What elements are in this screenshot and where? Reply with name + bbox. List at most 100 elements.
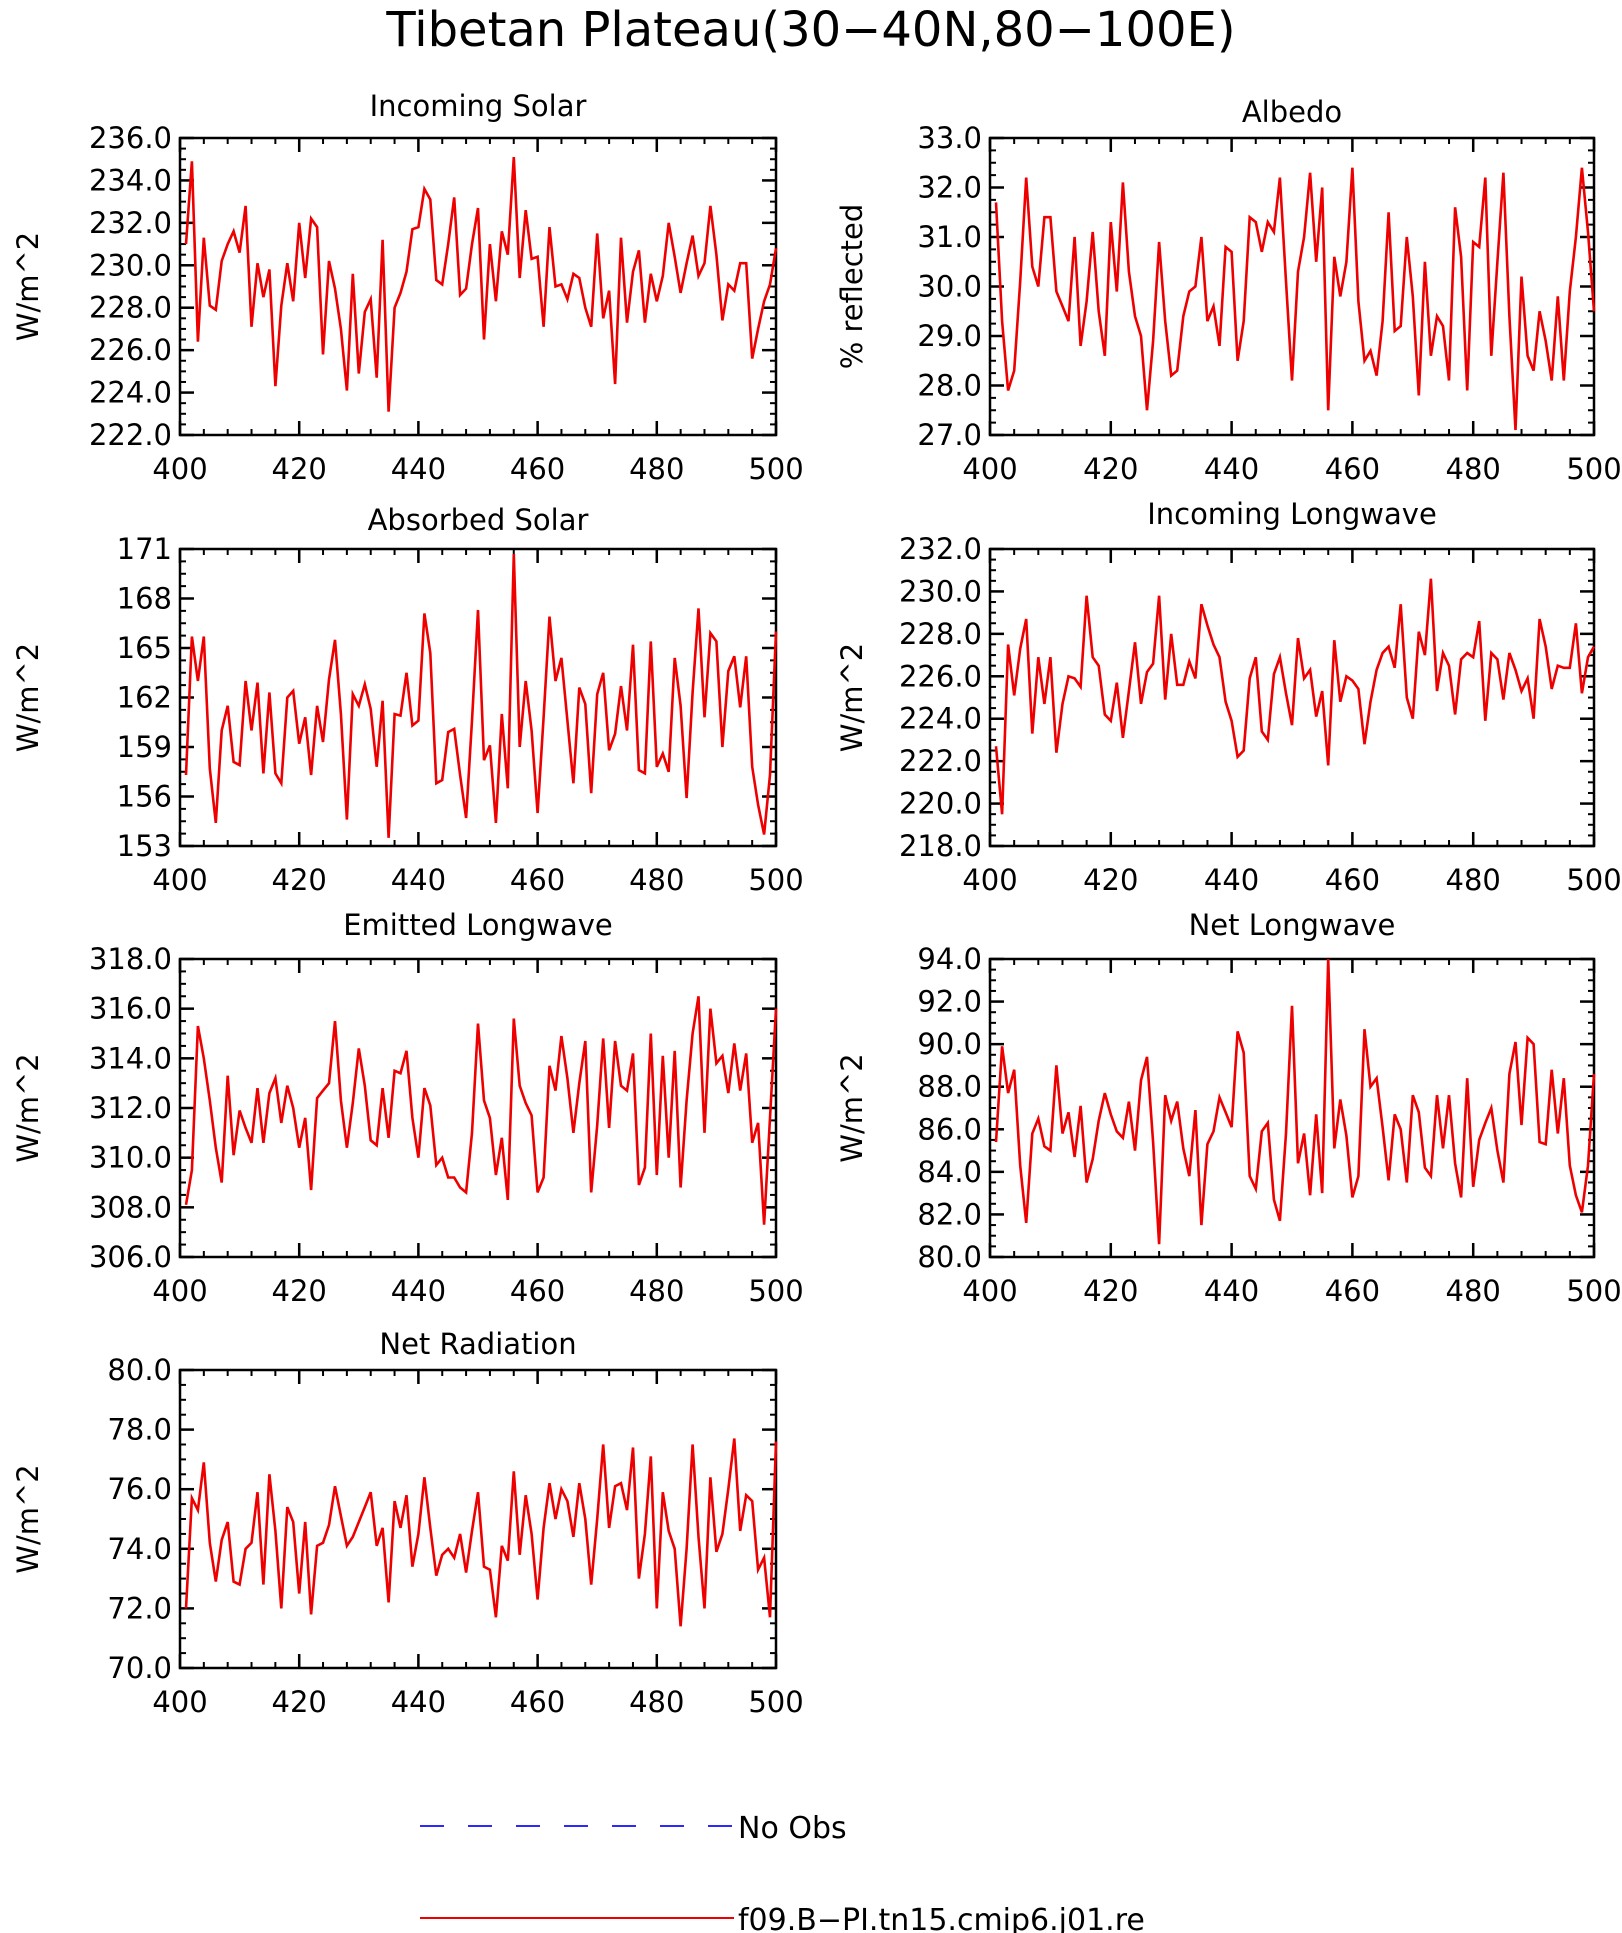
- plot-frame: [178, 1368, 778, 1670]
- y-tick-label: 222.0: [89, 418, 172, 452]
- x-tick-label: 500: [748, 452, 803, 486]
- y-tick-label: 168: [117, 582, 172, 616]
- y-tick-label: 74.0: [107, 1532, 172, 1566]
- y-tick-label: 162: [117, 681, 172, 715]
- panel-3: 400 420 440 460 480 500 218.0 220.0 222.0 224.0 22…: [835, 497, 1622, 897]
- x-tick-label: 480: [629, 1685, 684, 1719]
- y-tick-label: 76.0: [107, 1472, 172, 1506]
- y-tick-label: 228.0: [89, 291, 172, 325]
- legend-label-no-obs: No Obs: [738, 1811, 847, 1846]
- x-tick-label: 480: [629, 863, 684, 897]
- x-tick-label: 420: [272, 1685, 327, 1719]
- y-tick-label: 222.0: [899, 744, 982, 778]
- y-tick-label: 224.0: [899, 702, 982, 736]
- x-tick-label: 460: [1325, 863, 1380, 897]
- x-tick-label: 420: [1083, 452, 1138, 486]
- y-tick-label: 80.0: [917, 1240, 982, 1274]
- x-tick-label: 480: [1446, 1274, 1501, 1308]
- x-tick-label: 420: [272, 1274, 327, 1308]
- x-tick-label: 500: [1566, 1274, 1621, 1308]
- y-tick-label: 156: [117, 780, 172, 814]
- y-tick-label: 220.0: [899, 787, 982, 821]
- panel-title: Net Radiation: [379, 1327, 576, 1361]
- y-tick-label: 29.0: [917, 319, 982, 353]
- y-tick-label: 312.0: [89, 1091, 172, 1125]
- x-tick-label: 460: [1325, 452, 1380, 486]
- x-tick-label: 440: [391, 1274, 446, 1308]
- y-tick-label: 31.0: [917, 220, 982, 254]
- series-line: [184, 1438, 778, 1627]
- x-tick-label: 440: [391, 452, 446, 486]
- x-tick-label: 500: [748, 1685, 803, 1719]
- y-axis-label: W/m^2: [11, 1464, 45, 1573]
- series-line: [994, 578, 1596, 815]
- x-tick-label: 400: [152, 1685, 207, 1719]
- panels: 400 420 440 460 480 500 222.0 224.0 226.0 228.0 23…: [11, 89, 1622, 1719]
- x-tick-label: 400: [152, 863, 207, 897]
- x-tick-label: 440: [1204, 863, 1259, 897]
- y-tick-label: 230.0: [899, 574, 982, 608]
- x-tick-label: 460: [510, 452, 565, 486]
- x-tick-label: 480: [629, 452, 684, 486]
- y-axis-label: W/m^2: [835, 643, 869, 752]
- y-tick-label: 82.0: [917, 1197, 982, 1231]
- x-tick-label: 420: [1083, 1274, 1138, 1308]
- y-tick-label: 308.0: [89, 1190, 172, 1224]
- y-tick-label: 310.0: [89, 1141, 172, 1175]
- y-tick-label: 224.0: [89, 376, 172, 410]
- series-line: [994, 958, 1596, 1245]
- x-tick-label: 420: [272, 452, 327, 486]
- y-tick-label: 230.0: [89, 248, 172, 282]
- y-tick-label: 218.0: [899, 829, 982, 863]
- y-tick-label: 92.0: [917, 985, 982, 1019]
- y-tick-label: 80.0: [107, 1353, 172, 1387]
- y-tick-label: 78.0: [107, 1413, 172, 1447]
- x-tick-label: 400: [962, 1274, 1017, 1308]
- y-tick-label: 236.0: [89, 121, 172, 155]
- y-tick-label: 153: [117, 829, 172, 863]
- panel-5: 400 420 440 460 480 500 80.0 82.0 84.0 86.0 88.0 90…: [835, 908, 1622, 1308]
- y-tick-label: 171: [117, 532, 172, 566]
- x-tick-label: 460: [510, 1685, 565, 1719]
- x-tick-label: 500: [1566, 452, 1621, 486]
- series-line: [184, 553, 778, 838]
- panel-title: Incoming Solar: [370, 89, 587, 123]
- x-tick-label: 440: [391, 863, 446, 897]
- series-line: [994, 167, 1596, 431]
- y-axis-label: W/m^2: [11, 232, 45, 341]
- y-tick-label: 314.0: [89, 1041, 172, 1075]
- panel-title: Emitted Longwave: [343, 908, 613, 942]
- y-tick-label: 318.0: [89, 942, 172, 976]
- legend: No Obs f09.B−PI.tn15.cmip6.j01.re: [420, 1811, 1145, 1933]
- y-tick-label: 32.0: [917, 171, 982, 205]
- x-tick-label: 480: [629, 1274, 684, 1308]
- panel-title: Net Longwave: [1189, 908, 1396, 942]
- x-tick-label: 400: [962, 863, 1017, 897]
- y-tick-label: 70.0: [107, 1651, 172, 1685]
- panel-title: Albedo: [1242, 95, 1342, 129]
- x-tick-label: 400: [962, 452, 1017, 486]
- y-tick-label: 33.0: [917, 121, 982, 155]
- y-tick-label: 226.0: [89, 333, 172, 367]
- panel-1: 400 420 440 460 480 500 27.0 28.0 29.0 30.0 31.0 32…: [835, 95, 1622, 486]
- x-tick-label: 500: [1566, 863, 1621, 897]
- y-axis-label: W/m^2: [11, 643, 45, 752]
- y-tick-label: 228.0: [899, 617, 982, 651]
- y-tick-label: 232.0: [899, 532, 982, 566]
- x-tick-label: 460: [510, 1274, 565, 1308]
- y-tick-label: 165: [117, 631, 172, 665]
- x-tick-label: 440: [1204, 1274, 1259, 1308]
- y-tick-label: 234.0: [89, 163, 172, 197]
- x-tick-label: 460: [510, 863, 565, 897]
- x-tick-label: 420: [272, 863, 327, 897]
- y-tick-label: 226.0: [899, 659, 982, 693]
- panel-2: 400 420 440 460 480 500 153 156 159 162 165 168 171 A…: [11, 503, 804, 897]
- y-axis-label: W/m^2: [11, 1053, 45, 1162]
- y-tick-label: 306.0: [89, 1240, 172, 1274]
- x-tick-label: 460: [1325, 1274, 1380, 1308]
- y-axis-label: % reflected: [835, 204, 869, 370]
- y-tick-label: 90.0: [917, 1027, 982, 1061]
- y-tick-label: 232.0: [89, 206, 172, 240]
- x-tick-label: 440: [1204, 452, 1259, 486]
